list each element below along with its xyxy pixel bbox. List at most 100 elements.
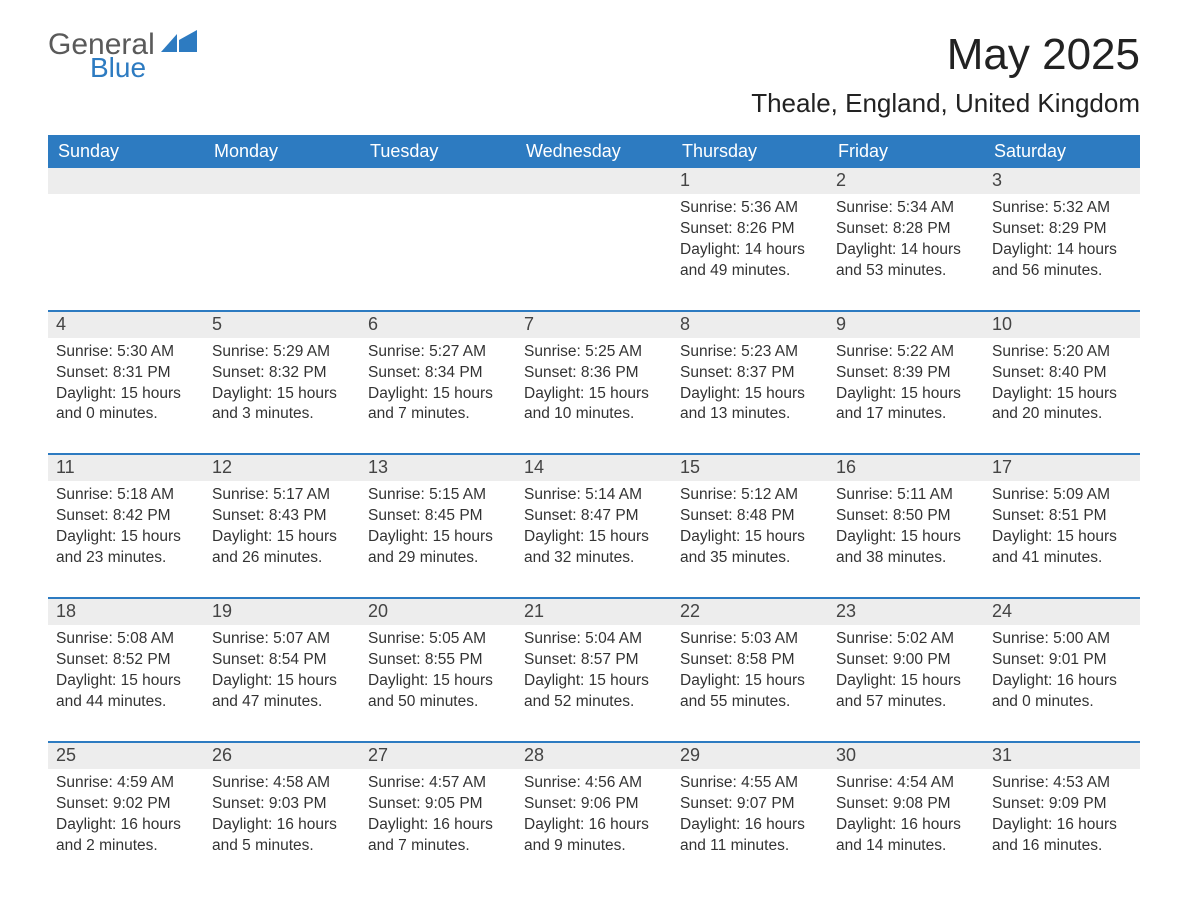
day-detail-line: Sunset: 8:58 PM (680, 650, 820, 671)
day-number: 6 (360, 312, 516, 338)
day-detail (360, 194, 516, 304)
day-detail-line: Sunrise: 5:14 AM (524, 485, 664, 506)
flag-icon (161, 30, 197, 56)
day-detail: Sunrise: 5:20 AMSunset: 8:40 PMDaylight:… (984, 338, 1140, 454)
day-detail-line: Daylight: 16 hours and 14 minutes. (836, 815, 976, 857)
day-detail-line: Daylight: 16 hours and 7 minutes. (368, 815, 508, 857)
day-detail-line: Daylight: 15 hours and 23 minutes. (56, 527, 196, 569)
day-detail-line: Sunrise: 5:20 AM (992, 342, 1132, 363)
day-number: 11 (48, 455, 204, 481)
day-detail: Sunrise: 5:30 AMSunset: 8:31 PMDaylight:… (48, 338, 204, 454)
day-detail-line: Sunset: 8:42 PM (56, 506, 196, 527)
weekday-header: Tuesday (360, 135, 516, 168)
day-detail: Sunrise: 5:23 AMSunset: 8:37 PMDaylight:… (672, 338, 828, 454)
day-number: 29 (672, 743, 828, 769)
day-detail-line: Sunset: 8:57 PM (524, 650, 664, 671)
day-detail: Sunrise: 5:05 AMSunset: 8:55 PMDaylight:… (360, 625, 516, 741)
day-detail: Sunrise: 5:04 AMSunset: 8:57 PMDaylight:… (516, 625, 672, 741)
day-detail: Sunrise: 5:27 AMSunset: 8:34 PMDaylight:… (360, 338, 516, 454)
day-detail-line: Daylight: 15 hours and 57 minutes. (836, 671, 976, 713)
day-number: 27 (360, 743, 516, 769)
weekday-header: Sunday (48, 135, 204, 168)
day-detail-line: Sunset: 9:05 PM (368, 794, 508, 815)
day-detail-line: Daylight: 15 hours and 32 minutes. (524, 527, 664, 569)
day-detail: Sunrise: 5:14 AMSunset: 8:47 PMDaylight:… (516, 481, 672, 597)
day-detail-line: Sunrise: 5:02 AM (836, 629, 976, 650)
day-detail-line: Daylight: 15 hours and 7 minutes. (368, 384, 508, 426)
day-detail-line: Sunset: 8:39 PM (836, 363, 976, 384)
day-detail-line: Sunset: 8:29 PM (992, 219, 1132, 240)
day-detail-line: Sunrise: 5:34 AM (836, 198, 976, 219)
day-detail-line: Sunrise: 5:03 AM (680, 629, 820, 650)
day-detail: Sunrise: 4:55 AMSunset: 9:07 PMDaylight:… (672, 769, 828, 885)
day-detail-line: Sunrise: 5:36 AM (680, 198, 820, 219)
day-detail: Sunrise: 5:29 AMSunset: 8:32 PMDaylight:… (204, 338, 360, 454)
day-detail-line: Sunset: 9:02 PM (56, 794, 196, 815)
day-number: 21 (516, 599, 672, 625)
brand-logo: General Blue (48, 30, 197, 82)
day-number: 10 (984, 312, 1140, 338)
day-detail-line: Daylight: 14 hours and 49 minutes. (680, 240, 820, 282)
day-detail-line: Sunset: 9:01 PM (992, 650, 1132, 671)
day-detail (516, 194, 672, 304)
day-detail-line: Sunrise: 5:18 AM (56, 485, 196, 506)
day-detail-line: Sunset: 8:43 PM (212, 506, 352, 527)
day-detail-line: Sunset: 9:09 PM (992, 794, 1132, 815)
day-detail-line: Sunset: 8:32 PM (212, 363, 352, 384)
day-detail-line: Daylight: 15 hours and 26 minutes. (212, 527, 352, 569)
day-number: 16 (828, 455, 984, 481)
location-label: Theale, England, United Kingdom (48, 88, 1140, 119)
day-detail-line: Daylight: 15 hours and 35 minutes. (680, 527, 820, 569)
day-detail: Sunrise: 5:36 AMSunset: 8:26 PMDaylight:… (672, 194, 828, 310)
day-detail-line: Sunset: 8:37 PM (680, 363, 820, 384)
day-number: 20 (360, 599, 516, 625)
day-detail-line: Daylight: 15 hours and 10 minutes. (524, 384, 664, 426)
day-detail: Sunrise: 4:53 AMSunset: 9:09 PMDaylight:… (984, 769, 1140, 885)
day-number: 8 (672, 312, 828, 338)
calendar-table: SundayMondayTuesdayWednesdayThursdayFrid… (48, 135, 1140, 884)
day-number: 28 (516, 743, 672, 769)
day-number: 5 (204, 312, 360, 338)
day-number: 17 (984, 455, 1140, 481)
weekday-header: Monday (204, 135, 360, 168)
day-detail: Sunrise: 5:17 AMSunset: 8:43 PMDaylight:… (204, 481, 360, 597)
day-number: 2 (828, 168, 984, 194)
day-number: 3 (984, 168, 1140, 194)
day-number: 1 (672, 168, 828, 194)
day-detail-line: Sunrise: 5:07 AM (212, 629, 352, 650)
day-detail: Sunrise: 5:15 AMSunset: 8:45 PMDaylight:… (360, 481, 516, 597)
day-number: 23 (828, 599, 984, 625)
day-detail-line: Sunset: 8:50 PM (836, 506, 976, 527)
weekday-header: Saturday (984, 135, 1140, 168)
day-detail-line: Sunrise: 4:56 AM (524, 773, 664, 794)
day-detail: Sunrise: 5:07 AMSunset: 8:54 PMDaylight:… (204, 625, 360, 741)
day-detail-line: Sunrise: 5:27 AM (368, 342, 508, 363)
day-detail-line: Sunset: 8:47 PM (524, 506, 664, 527)
day-detail-line: Sunrise: 4:53 AM (992, 773, 1132, 794)
day-number: 31 (984, 743, 1140, 769)
day-detail-line: Daylight: 15 hours and 38 minutes. (836, 527, 976, 569)
weekday-header: Thursday (672, 135, 828, 168)
day-detail-line: Sunrise: 5:29 AM (212, 342, 352, 363)
day-detail-line: Sunset: 8:51 PM (992, 506, 1132, 527)
day-detail-line: Sunrise: 5:04 AM (524, 629, 664, 650)
day-detail-line: Daylight: 15 hours and 17 minutes. (836, 384, 976, 426)
day-detail-line: Sunrise: 5:00 AM (992, 629, 1132, 650)
day-detail: Sunrise: 5:11 AMSunset: 8:50 PMDaylight:… (828, 481, 984, 597)
day-detail-line: Daylight: 16 hours and 0 minutes. (992, 671, 1132, 713)
day-number: 9 (828, 312, 984, 338)
day-detail-line: Daylight: 16 hours and 16 minutes. (992, 815, 1132, 857)
day-detail-line: Sunset: 8:40 PM (992, 363, 1132, 384)
brand-word2: Blue (90, 54, 197, 82)
day-detail-line: Sunset: 8:31 PM (56, 363, 196, 384)
weekday-header: Wednesday (516, 135, 672, 168)
day-detail-line: Sunrise: 4:54 AM (836, 773, 976, 794)
day-number (516, 168, 672, 194)
day-detail-line: Sunrise: 5:23 AM (680, 342, 820, 363)
day-detail: Sunrise: 4:58 AMSunset: 9:03 PMDaylight:… (204, 769, 360, 885)
day-detail-line: Daylight: 15 hours and 55 minutes. (680, 671, 820, 713)
weekday-header: Friday (828, 135, 984, 168)
day-detail: Sunrise: 4:54 AMSunset: 9:08 PMDaylight:… (828, 769, 984, 885)
day-number: 13 (360, 455, 516, 481)
day-number (48, 168, 204, 194)
